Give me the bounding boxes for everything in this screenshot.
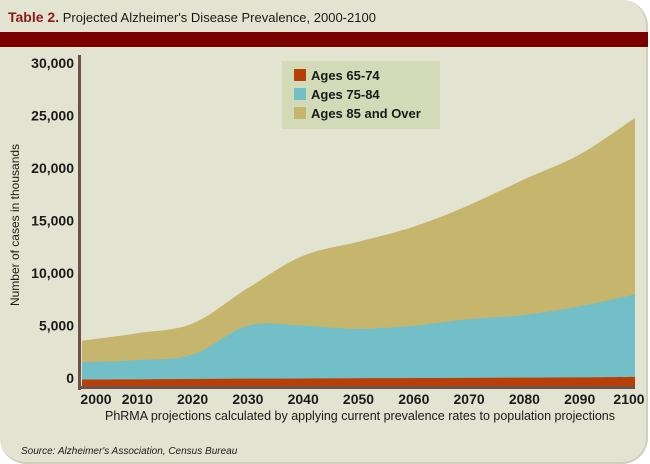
area-layers: [82, 117, 635, 386]
x-axis: 2000 2010 2020 2030 2040 2050 2060 2070 2080 2090…: [80, 391, 644, 407]
x-tick-label: 2060: [398, 391, 429, 407]
chart-title: Table 2. Projected Alzheimer's Disease P…: [8, 9, 376, 25]
legend-item-65-74: Ages 65-74: [294, 67, 380, 83]
y-axis-line: [78, 55, 81, 390]
legend-item-85-over: Ages 85 and Over: [294, 105, 421, 121]
x-tick-label: 2040: [288, 391, 319, 407]
y-tick-label: 0: [66, 370, 74, 386]
legend-label: Ages 75-84: [311, 86, 380, 102]
area-ages-65-74: [82, 376, 635, 386]
y-tick-label: 15,000: [31, 213, 74, 229]
y-tick-label: 30,000: [31, 55, 74, 71]
area-ages-75-84: [82, 294, 635, 386]
legend: Ages 65-74 Ages 75-84 Ages 85 and Over: [282, 61, 440, 129]
x-tick-label: 2020: [177, 391, 208, 407]
x-tick-label: 2050: [343, 391, 374, 407]
legend-swatch-75-84: [294, 88, 306, 100]
x-tick-label: 2080: [509, 391, 540, 407]
legend-swatch-85-over: [294, 107, 306, 119]
y-axis-label: Number of cases in thousands: [8, 144, 22, 306]
table-number: Table 2.: [8, 9, 60, 25]
x-axis-line: [78, 386, 635, 389]
legend-label: Ages 85 and Over: [311, 105, 421, 121]
source-note: Source: Alzheimer's Association, Census …: [21, 446, 238, 457]
title-text: Projected Alzheimer's Disease Prevalence…: [62, 10, 376, 25]
x-axis-label: PhRMA projections calculated by applying…: [104, 409, 616, 423]
y-axis: 0 5,000 10,000 15,000 20,000 25,000 30,000: [31, 55, 635, 390]
x-tick-label: 2010: [122, 391, 153, 407]
x-tick-label: 2090: [564, 391, 595, 407]
y-tick-label: 5,000: [39, 318, 74, 334]
y-tick-label: 20,000: [31, 160, 74, 176]
title-band: [0, 32, 648, 47]
x-tick-label: 2000: [80, 391, 111, 407]
legend-item-75-84: Ages 75-84: [294, 86, 380, 102]
x-tick-label: 2070: [454, 391, 485, 407]
y-tick-label: 25,000: [31, 108, 74, 124]
legend-label: Ages 65-74: [311, 67, 380, 83]
x-tick-label: 2100: [613, 391, 644, 407]
y-tick-label: 10,000: [31, 265, 74, 281]
legend-swatch-65-74: [294, 69, 306, 81]
x-tick-label: 2030: [232, 391, 263, 407]
